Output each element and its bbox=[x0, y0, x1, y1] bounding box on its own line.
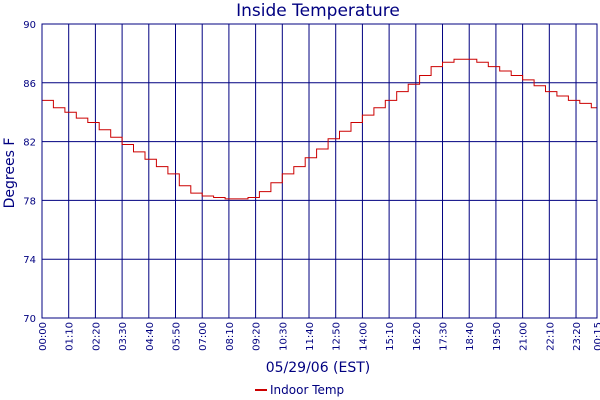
x-tick-label: 23:20 bbox=[572, 322, 583, 351]
x-tick-label: 19:50 bbox=[492, 322, 503, 351]
x-tick-label: 12:50 bbox=[332, 322, 343, 351]
x-tick-label: 00:15 bbox=[593, 322, 600, 351]
indoor-temp-line bbox=[42, 58, 598, 200]
x-tick-label: 00:00 bbox=[38, 322, 49, 351]
x-tick-label: 05:50 bbox=[172, 322, 183, 351]
y-tick-label: 82 bbox=[23, 138, 36, 149]
x-tick-labels: 00:00 01:10 02:20 03:30 04:40 05:50 07:00 08:10… bbox=[38, 322, 600, 351]
x-tick-label: 10:30 bbox=[278, 322, 289, 351]
legend: Indoor Temp bbox=[255, 383, 344, 397]
x-tick-label: 14:00 bbox=[358, 322, 369, 351]
x-tick-label: 04:40 bbox=[145, 322, 156, 351]
x-tick-label: 16:20 bbox=[412, 322, 423, 351]
y-tick-label: 70 bbox=[23, 314, 36, 325]
x-tick-label: 18:40 bbox=[465, 322, 476, 351]
y-tick-label: 90 bbox=[23, 20, 36, 31]
x-tick-label: 11:40 bbox=[305, 322, 316, 351]
plot-frame bbox=[41, 23, 598, 319]
x-tick-label: 22:10 bbox=[545, 322, 556, 351]
x-tick-label: 03:30 bbox=[118, 322, 129, 351]
y-axis-label: Degrees F bbox=[2, 138, 18, 209]
x-tick-label: 17:30 bbox=[439, 322, 450, 351]
x-tick-label: 02:20 bbox=[91, 322, 102, 351]
x-tick-label: 21:00 bbox=[519, 322, 530, 351]
x-tick-label: 07:00 bbox=[198, 322, 209, 351]
chart-title: Inside Temperature bbox=[236, 1, 400, 21]
x-tick-label: 09:20 bbox=[252, 322, 263, 351]
x-tick-label: 01:10 bbox=[65, 322, 76, 351]
x-tick-label: 08:10 bbox=[225, 322, 236, 351]
grid-lines bbox=[41, 23, 598, 319]
y-tick-label: 86 bbox=[23, 79, 36, 90]
y-tick-label: 78 bbox=[23, 196, 36, 207]
legend-label-indoor-temp: Indoor Temp bbox=[270, 383, 344, 397]
x-axis-label: 05/29/06 (EST) bbox=[266, 360, 371, 376]
y-tick-labels: 70 74 78 82 86 90 bbox=[23, 20, 36, 325]
y-tick-label: 74 bbox=[23, 255, 36, 266]
x-tick-label: 15:10 bbox=[385, 322, 396, 351]
